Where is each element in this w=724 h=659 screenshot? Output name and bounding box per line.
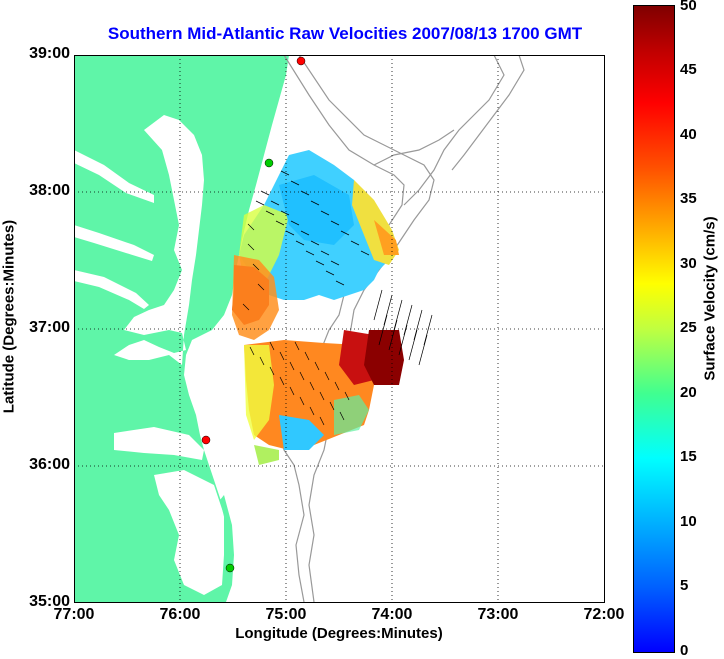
y-tick-label: 35:00	[29, 593, 70, 610]
y-tick-label: 38:00	[29, 182, 70, 199]
bathymetry-contours	[278, 55, 525, 602]
map-plot-area[interactable]	[74, 55, 604, 602]
colorbar-tick-label: 40	[680, 126, 697, 143]
velocity-patch-south-cyan	[279, 415, 324, 450]
colorbar-tick-label: 30	[680, 255, 697, 272]
albemarle-sound	[114, 427, 204, 460]
tributary	[74, 270, 149, 309]
map-title: Southern Mid-Atlantic Raw Velocities 200…	[107, 24, 583, 43]
colorbar-tick-label: 45	[680, 61, 697, 78]
velocity-patch-west-orange	[232, 255, 279, 340]
pamlico-sound	[154, 470, 224, 595]
colorbar	[633, 5, 675, 653]
outer-banks	[220, 495, 234, 602]
x-tick-label: 74:00	[371, 606, 413, 623]
chesapeake-bay	[114, 115, 204, 365]
colorbar-tick-label: 5	[680, 577, 689, 594]
velocity-patch-south-yellow	[244, 345, 274, 440]
velocity-patch-darkred	[364, 330, 404, 385]
colorbar-tick-label: 0	[680, 642, 689, 659]
colorbar-tick-label: 35	[680, 190, 697, 207]
colorbar-tick-label: 25	[680, 319, 697, 336]
y-tick-label: 37:00	[29, 319, 70, 336]
velocity-patch-small	[254, 445, 279, 465]
x-tick-label: 76:00	[159, 606, 201, 623]
colorbar-tick-label: 15	[680, 448, 697, 465]
y-axis-label: Latitude (Degrees:Minutes)	[0, 219, 18, 414]
x-tick-label: 75:00	[265, 606, 307, 623]
x-tick-label: 73:00	[477, 606, 519, 623]
velocity-patch-orange-spot	[374, 220, 399, 255]
colorbar-tick-label: 20	[680, 384, 697, 401]
map-svg	[74, 55, 604, 602]
station-marker	[225, 563, 235, 573]
station-marker	[201, 435, 211, 445]
colorbar-tick-label: 50	[680, 0, 697, 14]
x-tick-label: 77:00	[53, 606, 95, 623]
tributary	[74, 150, 154, 203]
grid-lines	[74, 55, 604, 602]
station-marker	[264, 158, 274, 168]
velocity-field	[232, 150, 404, 465]
y-tick-label: 39:00	[29, 45, 70, 62]
station-marker	[296, 56, 306, 66]
x-tick-label: 72:00	[583, 606, 625, 623]
colorbar-tick-label: 10	[680, 513, 697, 530]
velocity-patch-south-green	[334, 395, 369, 435]
colorbar-title: Surface Velocity (cm/s)	[701, 216, 719, 381]
velocity-vectors	[242, 170, 433, 426]
tributary	[74, 225, 154, 261]
x-axis-label: Longitude (Degrees:Minutes)	[235, 625, 443, 642]
y-tick-label: 36:00	[29, 456, 70, 473]
velocity-patch-cyan	[279, 175, 354, 245]
